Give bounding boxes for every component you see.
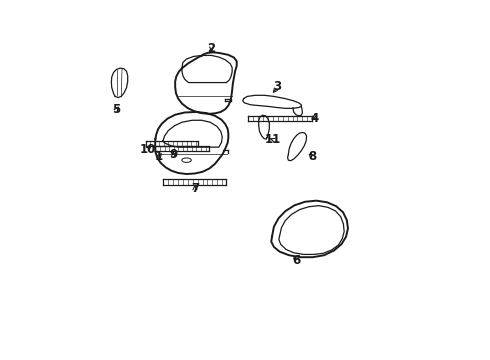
Text: 8: 8 bbox=[308, 150, 316, 163]
Text: 9: 9 bbox=[169, 148, 177, 161]
Text: 7: 7 bbox=[191, 182, 199, 195]
Text: 6: 6 bbox=[293, 254, 301, 267]
Text: 5: 5 bbox=[112, 103, 121, 116]
Text: 10: 10 bbox=[140, 143, 156, 156]
Text: 4: 4 bbox=[311, 112, 319, 125]
Text: 2: 2 bbox=[208, 42, 216, 55]
Text: 3: 3 bbox=[273, 81, 282, 94]
Text: 11: 11 bbox=[265, 133, 281, 146]
Text: 1: 1 bbox=[155, 150, 163, 163]
